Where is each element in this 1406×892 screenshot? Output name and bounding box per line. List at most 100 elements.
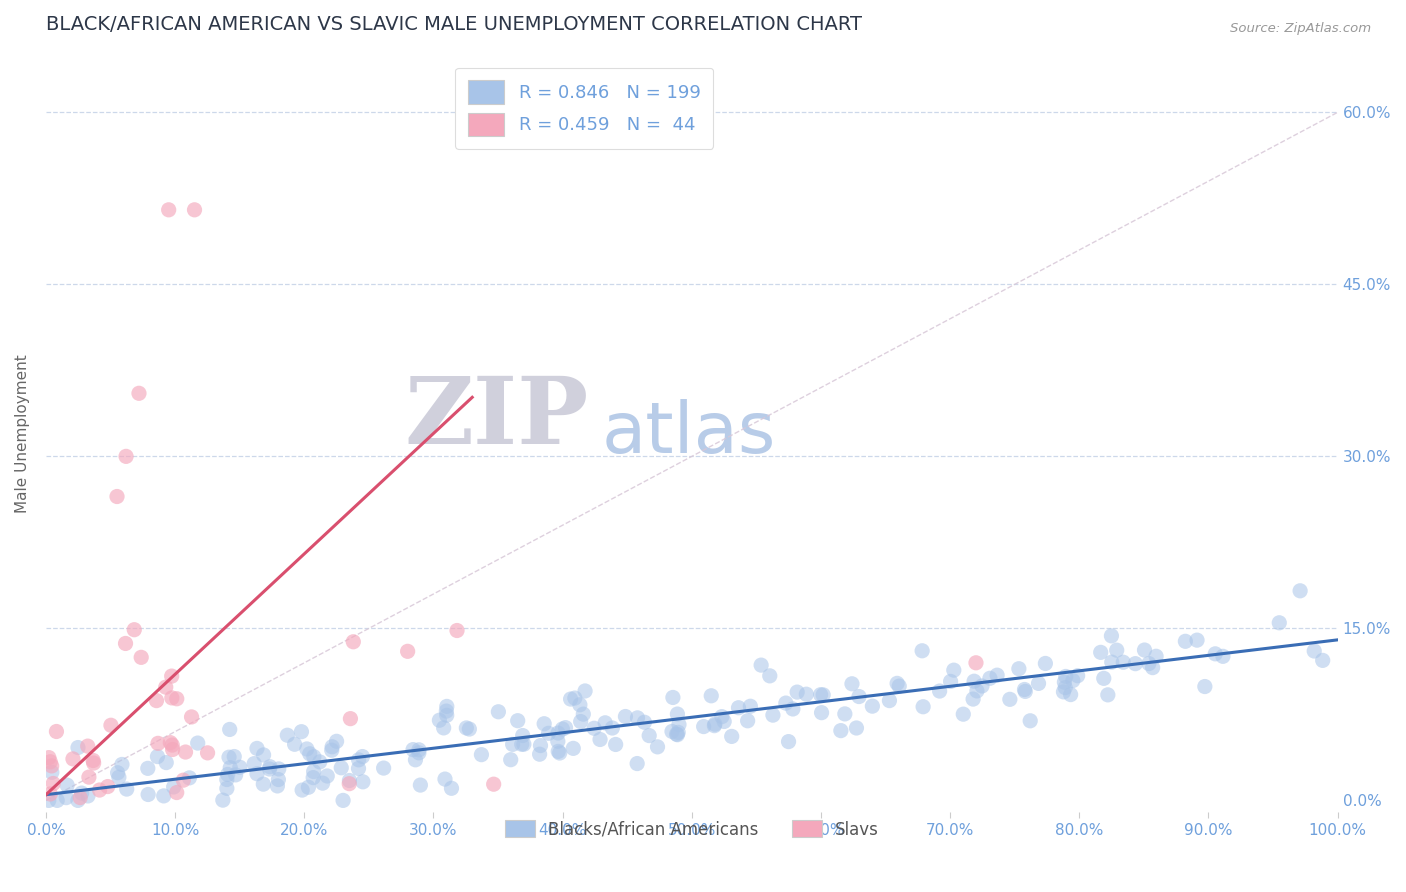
Point <box>66 793 89 807</box>
Point <box>316 769 339 783</box>
Point <box>710 709 733 723</box>
Point <box>700 689 723 703</box>
Point <box>408 746 430 760</box>
Point <box>564 691 586 706</box>
Point <box>197 746 219 760</box>
Point <box>1185 633 1208 648</box>
Point <box>267 762 290 776</box>
Point <box>163 780 186 794</box>
Point <box>259 760 281 774</box>
Point <box>172 773 194 788</box>
Point <box>129 650 152 665</box>
Point <box>1137 657 1160 671</box>
Point <box>339 712 361 726</box>
Point <box>848 690 870 704</box>
Point <box>252 777 274 791</box>
Point <box>775 696 797 710</box>
Point <box>965 656 987 670</box>
Point <box>1097 688 1119 702</box>
Point <box>1014 684 1036 698</box>
Point <box>1144 649 1167 664</box>
Point <box>1035 657 1057 671</box>
Point <box>39 755 62 769</box>
Point <box>342 634 364 648</box>
Point <box>986 668 1008 682</box>
Point <box>456 721 478 735</box>
Point <box>337 777 360 791</box>
Point <box>66 740 89 755</box>
Point <box>560 692 582 706</box>
Point <box>429 713 451 727</box>
Point <box>593 715 616 730</box>
Point <box>486 705 509 719</box>
Point <box>482 777 505 791</box>
Point <box>162 742 184 756</box>
Legend: Blacks/African Americans, Slavs: Blacks/African Americans, Slavs <box>498 814 886 846</box>
Point <box>662 690 685 705</box>
Point <box>332 793 354 807</box>
Point <box>547 726 569 740</box>
Point <box>124 623 146 637</box>
Point <box>108 770 131 784</box>
Point <box>962 692 984 706</box>
Point <box>111 757 134 772</box>
Point <box>1054 681 1077 695</box>
Point <box>41 759 63 773</box>
Point <box>720 730 742 744</box>
Point <box>180 710 202 724</box>
Point <box>860 699 883 714</box>
Point <box>174 745 197 759</box>
Point <box>614 709 637 723</box>
Point <box>352 774 374 789</box>
Point <box>1194 680 1216 694</box>
Point <box>889 679 911 693</box>
Point <box>928 684 950 698</box>
Point <box>605 738 627 752</box>
Point <box>548 746 571 760</box>
Point <box>782 702 804 716</box>
Point <box>433 772 456 786</box>
Point <box>1142 660 1164 674</box>
Point <box>749 658 772 673</box>
Point <box>267 772 290 787</box>
Point <box>225 768 247 782</box>
Point <box>107 765 129 780</box>
Point <box>56 778 79 792</box>
Point <box>41 765 63 780</box>
Point <box>547 744 569 758</box>
Point <box>626 756 648 771</box>
Point <box>157 202 180 217</box>
Point <box>1212 649 1234 664</box>
Point <box>1101 655 1123 669</box>
Point <box>810 688 832 702</box>
Point <box>1019 714 1042 728</box>
Point <box>1133 643 1156 657</box>
Y-axis label: Male Unemployment: Male Unemployment <box>15 354 30 513</box>
Point <box>229 760 252 774</box>
Point <box>298 747 321 761</box>
Point <box>529 747 551 762</box>
Point <box>845 721 868 735</box>
Point <box>1053 675 1076 690</box>
Point <box>211 793 233 807</box>
Point <box>321 743 343 757</box>
Point <box>115 450 138 464</box>
Point <box>100 718 122 732</box>
Point <box>302 771 325 785</box>
Point <box>402 742 425 756</box>
Point <box>794 687 817 701</box>
Point <box>38 750 60 764</box>
Point <box>1008 662 1031 676</box>
Point <box>572 707 595 722</box>
Point <box>302 764 325 779</box>
Point <box>778 734 800 748</box>
Point <box>970 679 993 693</box>
Point <box>1066 669 1088 683</box>
Point <box>55 790 77 805</box>
Point <box>512 729 534 743</box>
Point <box>259 762 281 776</box>
Point <box>661 724 683 739</box>
Text: BLACK/AFRICAN AMERICAN VS SLAVIC MALE UNEMPLOYMENT CORRELATION CHART: BLACK/AFRICAN AMERICAN VS SLAVIC MALE UN… <box>46 15 862 34</box>
Point <box>1312 653 1334 667</box>
Point <box>311 776 333 790</box>
